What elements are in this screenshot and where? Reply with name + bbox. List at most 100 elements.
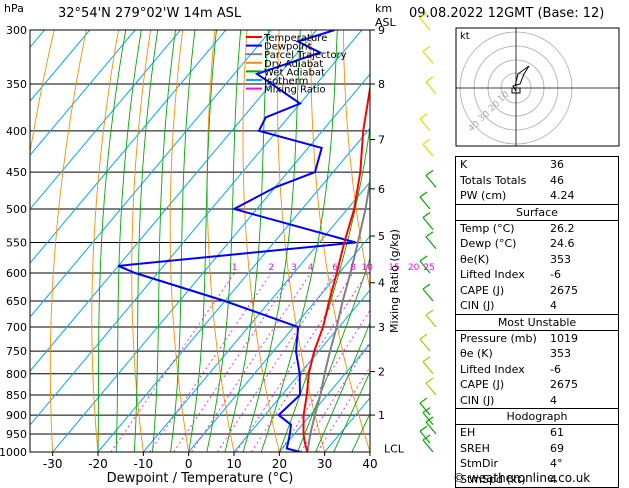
isotherm-line bbox=[53, 30, 407, 452]
wind-barb-shaft bbox=[426, 422, 436, 434]
surface-title: Surface bbox=[456, 204, 618, 221]
x-axis-title: Dewpoint / Temperature (°C) bbox=[107, 471, 294, 486]
wind-barb-shaft bbox=[420, 119, 430, 131]
x-tick-label: 0 bbox=[185, 457, 193, 471]
surface-value: -6 bbox=[550, 267, 614, 283]
surface-value: 2675 bbox=[550, 283, 614, 299]
surface-value: 353 bbox=[550, 252, 614, 268]
hodograph-frame bbox=[456, 28, 619, 146]
wind-barb-flag bbox=[423, 46, 430, 51]
wet-adiabat-line bbox=[98, 30, 126, 452]
x-tick-label: -10 bbox=[134, 457, 154, 471]
mixing-ratio-label: 6 bbox=[332, 263, 338, 273]
dry-adiabat-line bbox=[50, 30, 86, 452]
mixing-ratio-label: 4 bbox=[308, 263, 314, 273]
mixing-ratio-label: 2 bbox=[268, 263, 274, 273]
mixing-ratio-line bbox=[317, 273, 429, 452]
wind-barb-flag bbox=[426, 310, 433, 315]
surface-row: Temp (°C)26.2 bbox=[456, 221, 618, 237]
mixing-ratio-line bbox=[174, 273, 294, 452]
wind-barb-shaft bbox=[423, 440, 433, 452]
index-label: PW (cm) bbox=[460, 188, 550, 204]
wind-barb-shaft bbox=[426, 82, 436, 94]
hodograph-label: SREH bbox=[460, 441, 550, 457]
surface-label: Dewp (°C) bbox=[460, 236, 550, 252]
copyright-footer: © weatheronline.co.uk bbox=[453, 471, 590, 485]
wet-adiabat-line bbox=[171, 30, 195, 452]
km-tick-label: 7 bbox=[378, 133, 385, 146]
wind-barb-flag bbox=[420, 114, 427, 119]
index-label: K bbox=[460, 157, 550, 173]
km-tick-label: 3 bbox=[378, 321, 385, 334]
wind-barb-shaft bbox=[426, 315, 436, 327]
most-unstable-label: θe (K) bbox=[460, 346, 550, 362]
mixing-ratio-label: 3 bbox=[291, 263, 297, 273]
x-tick-label: -30 bbox=[43, 457, 63, 471]
surface-value: 24.6 bbox=[550, 236, 614, 252]
most-unstable-row: θe (K)353 bbox=[456, 346, 618, 362]
surface-row: θe(K)353 bbox=[456, 252, 618, 268]
most-unstable-value: 4 bbox=[550, 393, 614, 409]
wind-barb-shaft bbox=[420, 431, 430, 443]
pressure-tick-label: 500 bbox=[6, 203, 27, 216]
most-unstable-row: Pressure (mb)1019 bbox=[456, 331, 618, 347]
km-tick-label: 9 bbox=[378, 24, 385, 37]
wind-barb-flag bbox=[423, 284, 430, 289]
wind-barb-shaft bbox=[426, 383, 436, 395]
lcl-label: LCL bbox=[384, 443, 405, 456]
pressure-tick-label: 950 bbox=[6, 428, 27, 441]
wind-barb-flag bbox=[420, 334, 427, 339]
hodograph-value: 4° bbox=[550, 456, 614, 472]
wind-barb-shaft bbox=[420, 18, 430, 30]
wind-barb-shaft bbox=[423, 289, 433, 301]
km-tick-label: 1 bbox=[378, 409, 385, 422]
most-unstable-row: CAPE (J)2675 bbox=[456, 377, 618, 393]
mixing-ratio-axis-title: Mixing Ratio (g/kg) bbox=[388, 229, 401, 333]
pressure-tick-label: 650 bbox=[6, 295, 27, 308]
surface-value: 4 bbox=[550, 298, 614, 314]
pressure-tick-label: 1000 bbox=[0, 446, 27, 459]
wind-barb-flag bbox=[426, 232, 433, 237]
wind-barb-flag bbox=[426, 378, 433, 383]
surface-label: θe(K) bbox=[460, 252, 550, 268]
most-unstable-value: -6 bbox=[550, 362, 614, 378]
wind-barb-flag bbox=[426, 77, 433, 82]
wind-barb-flag bbox=[423, 357, 430, 362]
mixing-ratio-label: 1 bbox=[232, 263, 238, 273]
km-tick-label: 8 bbox=[378, 78, 385, 91]
hodograph-value: 69 bbox=[550, 441, 614, 457]
legend-label: Mixing Ratio bbox=[264, 85, 326, 96]
wind-barb-flag bbox=[426, 170, 433, 175]
pressure-tick-label: 850 bbox=[6, 389, 27, 402]
chart-profiles bbox=[118, 30, 384, 452]
surface-label: Temp (°C) bbox=[460, 221, 550, 237]
pressure-tick-label: 300 bbox=[6, 24, 27, 37]
wind-barb-shaft bbox=[423, 362, 433, 374]
isotherm-line bbox=[0, 30, 226, 452]
most-unstable-label: Lifted Index bbox=[460, 362, 550, 378]
wind-barb-shaft bbox=[426, 237, 436, 249]
dry-adiabat-line bbox=[92, 30, 119, 452]
surface-row: CIN (J)4 bbox=[456, 298, 618, 314]
x-tick-label: 40 bbox=[362, 457, 377, 471]
dry-adiabat-line bbox=[132, 30, 151, 452]
wind-barb-flag bbox=[420, 256, 427, 261]
mixing-ratio-line bbox=[150, 273, 271, 452]
x-tick-label: 20 bbox=[272, 457, 287, 471]
pressure-tick-label: 400 bbox=[6, 125, 27, 138]
km-tick-label: 4 bbox=[378, 277, 385, 290]
x-tick-label: 30 bbox=[317, 457, 332, 471]
index-value: 46 bbox=[550, 173, 614, 189]
surface-row: CAPE (J)2675 bbox=[456, 283, 618, 299]
most-unstable-value: 2675 bbox=[550, 377, 614, 393]
mixing-ratio-label: 8 bbox=[350, 263, 356, 273]
wind-barb-shaft bbox=[420, 197, 430, 209]
hodograph-value: 61 bbox=[550, 425, 614, 441]
km-tick-label: 5 bbox=[378, 230, 385, 243]
